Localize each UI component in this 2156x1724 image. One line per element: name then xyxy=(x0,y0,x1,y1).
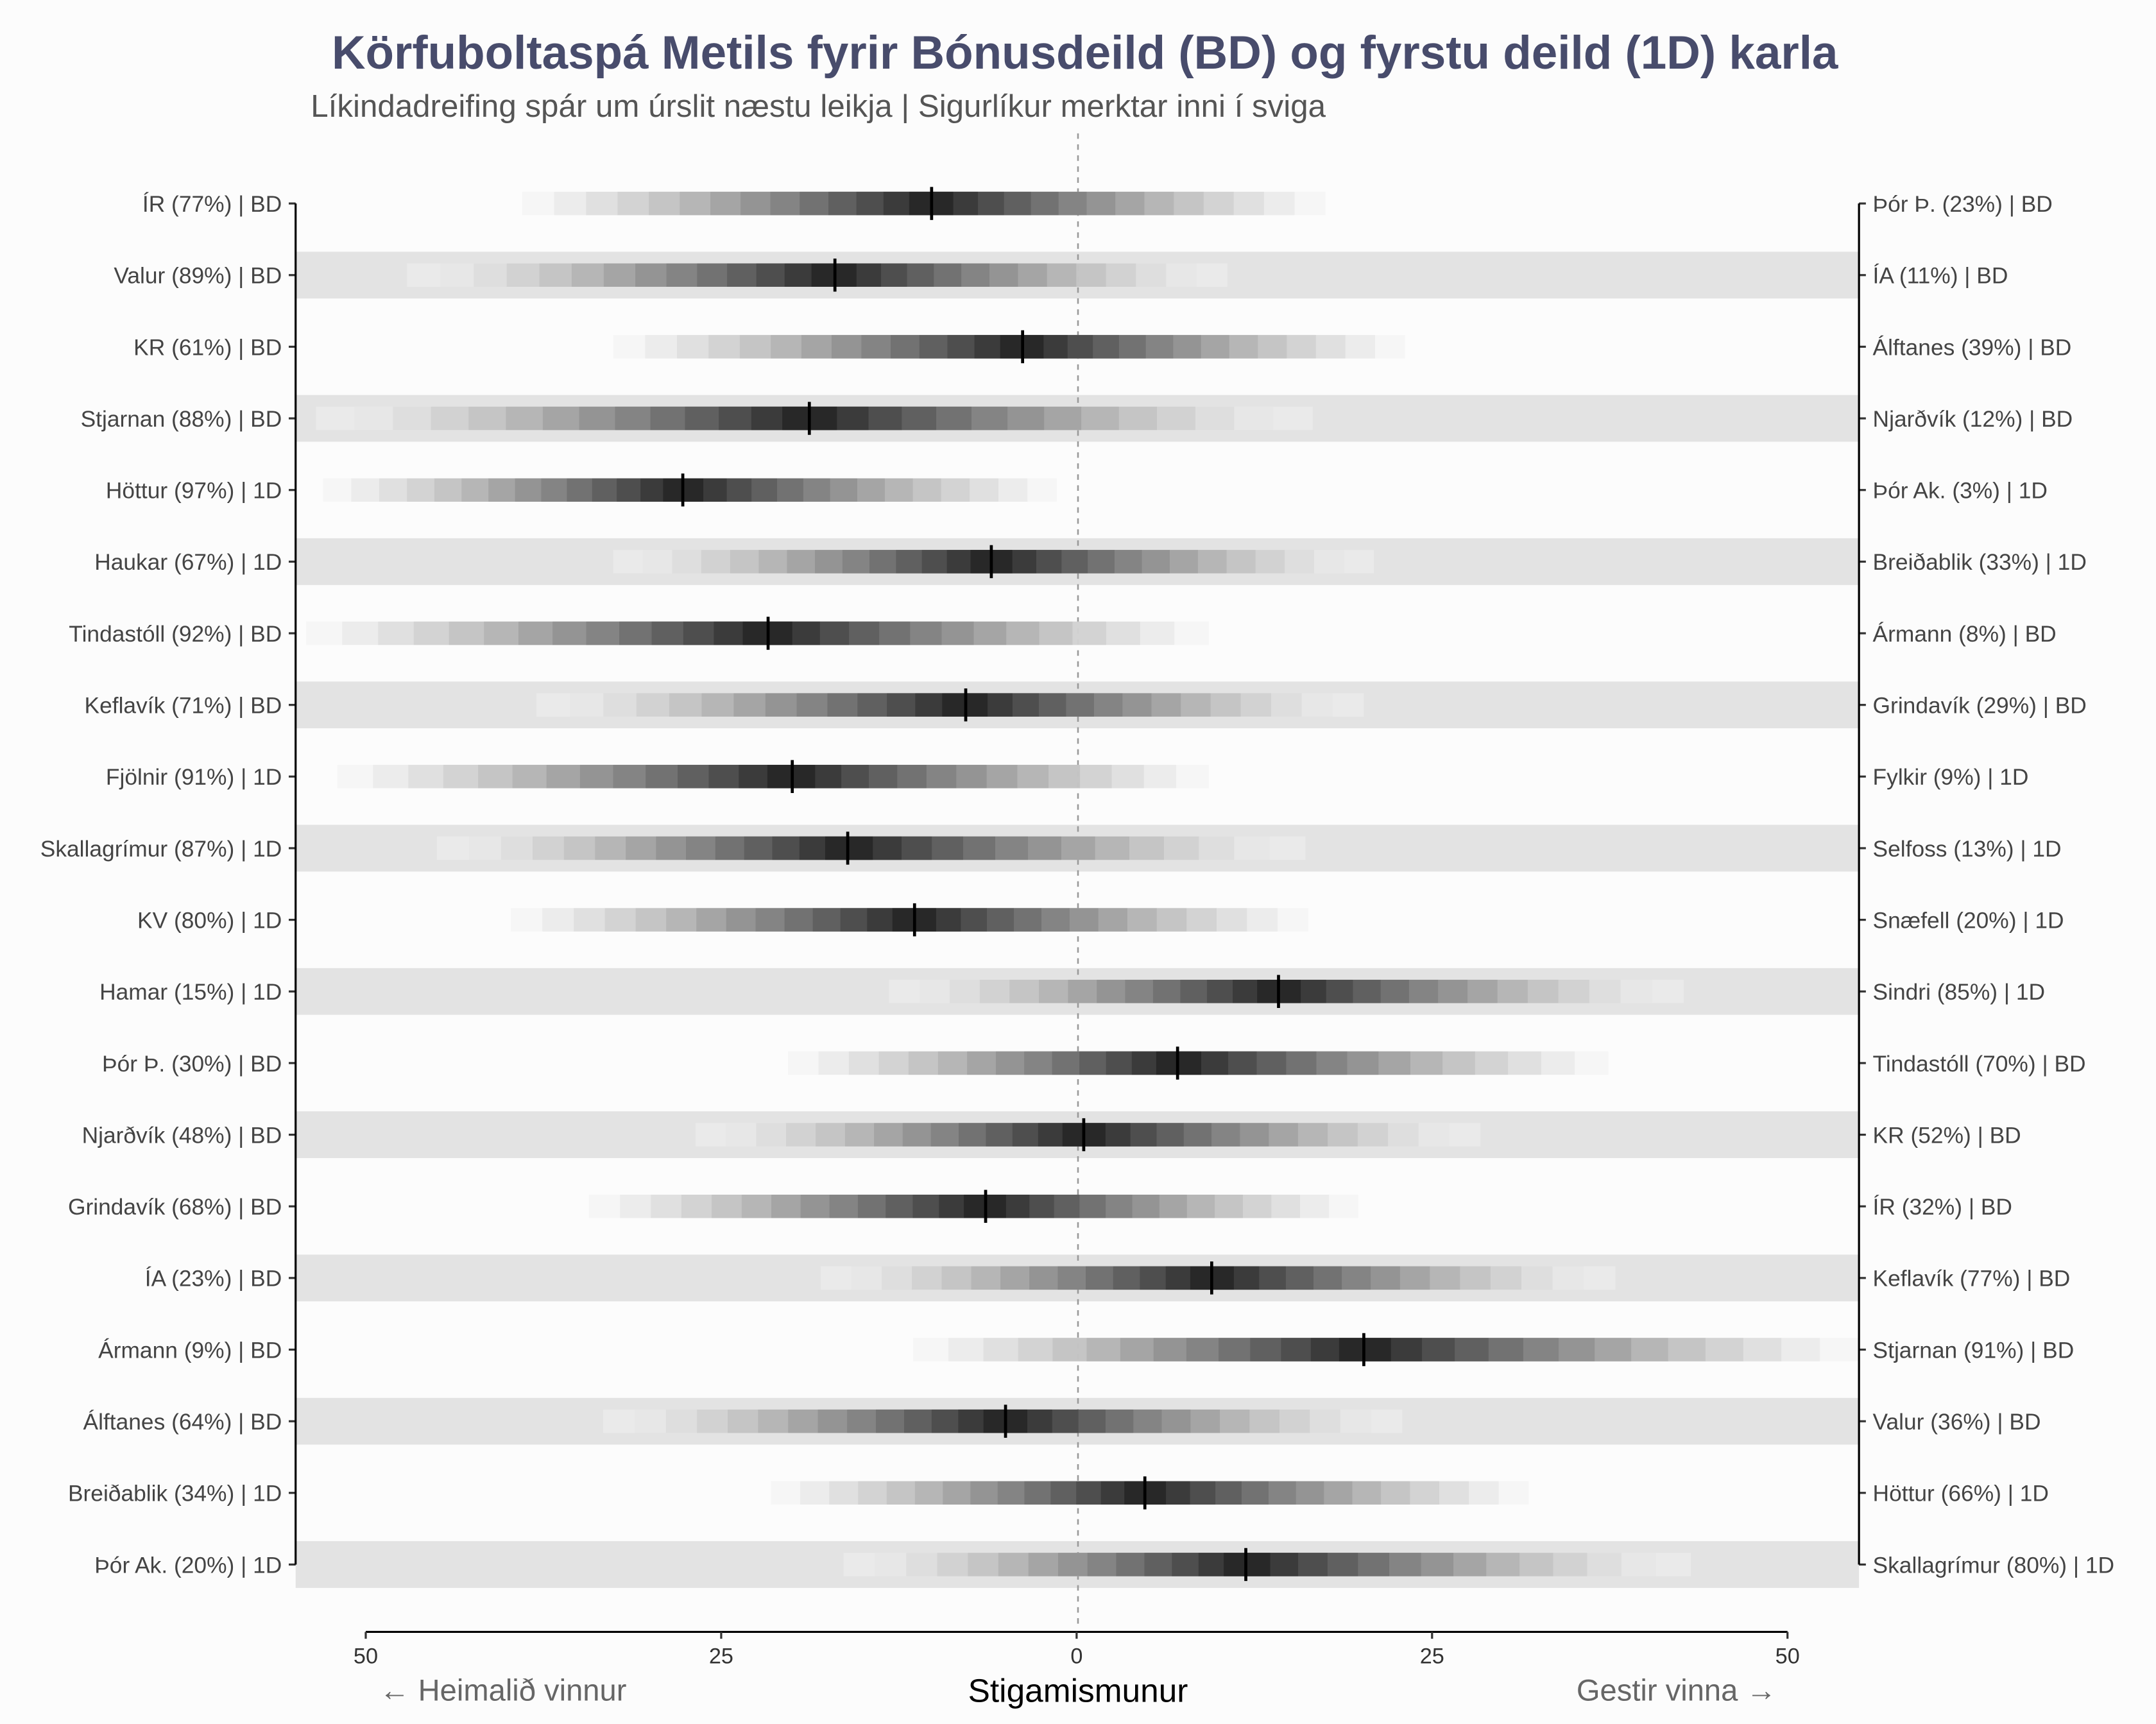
home-team-label: Breiðablik (34%) | 1D xyxy=(68,1481,282,1506)
home-team-label: Skallagrímur (87%) | 1D xyxy=(40,837,282,862)
game-row: Grindavík (68%) | BD ÍR (32%) | BD xyxy=(68,1190,2012,1223)
home-team-label: Stjarnan (88%) | BD xyxy=(81,407,282,432)
home-team-label: Ármann (9%) | BD xyxy=(98,1338,282,1363)
game-row: Stjarnan (88%) | BD Njarðvík (12%) | BD xyxy=(81,402,2073,435)
game-row: Valur (89%) | BD ÍA (11%) | BD xyxy=(114,259,2008,292)
game-row: Ármann (9%) | BD Stjarnan (91%) | BD xyxy=(98,1333,2075,1367)
away-team-label: Þór Þ. (23%) | BD xyxy=(1873,192,2053,217)
game-row: Skallagrímur (87%) | 1D Selfoss (13%) | 1… xyxy=(40,832,2062,865)
home-team-label: Fjölnir (91%) | 1D xyxy=(106,765,282,790)
home-team-label: Haukar (67%) | 1D xyxy=(94,550,282,575)
x-ticks: 50 25 0 25 50 xyxy=(354,1632,1800,1669)
away-team-label: Selfoss (13%) | 1D xyxy=(1873,837,2062,862)
game-row: Fjölnir (91%) | 1D Fylkir (9%) | 1D xyxy=(106,760,2029,794)
x-tick-label: 25 xyxy=(1420,1644,1444,1669)
away-team-label: ÍA (11%) | BD xyxy=(1873,264,2008,289)
x-tick-label: 0 xyxy=(1070,1644,1082,1669)
x-tick-label: 50 xyxy=(1775,1644,1800,1669)
away-team-label: Höttur (66%) | 1D xyxy=(1873,1481,2049,1506)
away-team-label: Snæfell (20%) | 1D xyxy=(1873,908,2064,933)
away-team-label: ÍR (32%) | BD xyxy=(1873,1195,2012,1220)
game-row: Höttur (97%) | 1D Þór Ak. (3%) | 1D xyxy=(106,474,2048,507)
away-team-label: Þór Ak. (3%) | 1D xyxy=(1873,479,2048,504)
game-row: Þór Ak. (20%) | 1D Skallagrímur (80%) | 1… xyxy=(94,1548,2114,1582)
game-row: Þór Þ. (30%) | BD Tindastóll (70%) | BD xyxy=(102,1046,2086,1080)
game-row: Hamar (15%) | 1D Sindri (85%) | 1D xyxy=(99,975,2045,1008)
away-team-label: Sindri (85%) | 1D xyxy=(1873,980,2045,1005)
game-row: Tindastóll (92%) | BD Ármann (8%) | BD xyxy=(69,617,2057,650)
home-team-label: Valur (89%) | BD xyxy=(114,264,282,289)
game-row: Haukar (67%) | 1D Breiðablik (33%) | 1D xyxy=(94,545,2087,579)
away-team-label: Tindastóll (70%) | BD xyxy=(1873,1052,2086,1077)
chart-subtitle: Líkindadreifing spár um úrslit næstu lei… xyxy=(311,89,1326,124)
home-team-label: Hamar (15%) | 1D xyxy=(99,980,282,1005)
home-team-label: ÍA (23%) | BD xyxy=(145,1267,282,1292)
right-annotation: Gestir vinna → xyxy=(1577,1673,1777,1707)
away-team-label: Álftanes (39%) | BD xyxy=(1873,335,2072,360)
away-team-label: Keflavík (77%) | BD xyxy=(1873,1267,2071,1292)
home-team-label: Njarðvík (48%) | BD xyxy=(82,1123,282,1148)
home-team-label: Álftanes (64%) | BD xyxy=(83,1410,282,1435)
home-team-label: KV (80%) | 1D xyxy=(137,908,282,933)
home-team-label: Grindavík (68%) | BD xyxy=(68,1195,282,1220)
home-team-label: Þór Þ. (30%) | BD xyxy=(102,1052,282,1077)
away-team-label: Skallagrímur (80%) | 1D xyxy=(1873,1553,2114,1578)
away-team-label: Valur (36%) | BD xyxy=(1873,1410,2041,1435)
game-row: KR (61%) | BD Álftanes (39%) | BD xyxy=(133,330,2072,364)
chart-title: Körfuboltaspá Metils fyrir Bónusdeild (B… xyxy=(332,27,1838,79)
game-row: ÍR (77%) | BD Þór Þ. (23%) | BD xyxy=(142,187,2053,220)
game-row: Álftanes (64%) | BD Valur (36%) | BD xyxy=(83,1404,2041,1438)
game-row: Breiðablik (34%) | 1D Höttur (66%) | 1D xyxy=(68,1476,2049,1510)
away-team-label: KR (52%) | BD xyxy=(1873,1123,2021,1148)
home-team-label: Þór Ak. (20%) | 1D xyxy=(94,1553,282,1578)
away-team-label: Fylkir (9%) | 1D xyxy=(1873,765,2029,790)
game-row: Keflavík (71%) | BD Grindavík (29%) | BD xyxy=(85,688,2087,722)
x-axis-label: Stigamismunur xyxy=(968,1672,1188,1709)
away-team-label: Njarðvík (12%) | BD xyxy=(1873,407,2073,432)
home-team-label: Tindastóll (92%) | BD xyxy=(69,622,282,647)
x-tick-label: 50 xyxy=(354,1644,378,1669)
game-row: ÍA (23%) | BD Keflavík (77%) | BD xyxy=(145,1261,2071,1295)
home-team-label: KR (61%) | BD xyxy=(133,335,282,360)
home-team-label: Höttur (97%) | 1D xyxy=(106,479,282,504)
left-annotation: ← Heimalið vinnur xyxy=(379,1673,626,1707)
away-team-label: Grindavík (29%) | BD xyxy=(1873,694,2087,719)
x-tick-label: 25 xyxy=(709,1644,733,1669)
game-row: KV (80%) | 1D Snæfell (20%) | 1D xyxy=(137,903,2064,937)
away-team-label: Stjarnan (91%) | BD xyxy=(1873,1338,2075,1363)
home-team-label: Keflavík (71%) | BD xyxy=(85,694,282,719)
away-team-label: Ármann (8%) | BD xyxy=(1873,622,2057,647)
marks: ÍR (77%) | BD Þór Þ. (23%) | BD Valur (89%… xyxy=(40,187,2114,1582)
away-team-label: Breiðablik (33%) | 1D xyxy=(1873,550,2087,575)
home-team-label: ÍR (77%) | BD xyxy=(142,192,282,217)
game-row: Njarðvík (48%) | BD KR (52%) | BD xyxy=(82,1118,2021,1152)
